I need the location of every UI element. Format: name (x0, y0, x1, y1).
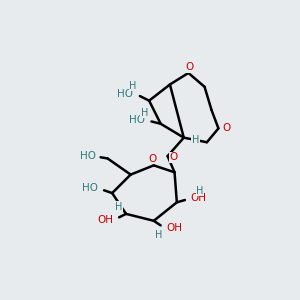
Text: OH: OH (97, 214, 113, 225)
Text: OH: OH (167, 223, 182, 233)
Text: H: H (155, 230, 162, 240)
Text: H: H (192, 135, 199, 145)
Text: HO: HO (128, 115, 145, 125)
Text: O: O (185, 62, 194, 72)
Text: H: H (129, 81, 136, 91)
Text: HO: HO (117, 89, 133, 99)
Text: O: O (148, 154, 157, 164)
Text: OH: OH (191, 193, 207, 203)
Text: HO: HO (82, 184, 98, 194)
Text: H: H (116, 202, 123, 212)
Text: HO: HO (80, 151, 96, 161)
Text: H: H (141, 108, 148, 118)
Text: O: O (222, 123, 231, 134)
Text: H: H (196, 186, 204, 196)
Text: O: O (169, 152, 178, 162)
